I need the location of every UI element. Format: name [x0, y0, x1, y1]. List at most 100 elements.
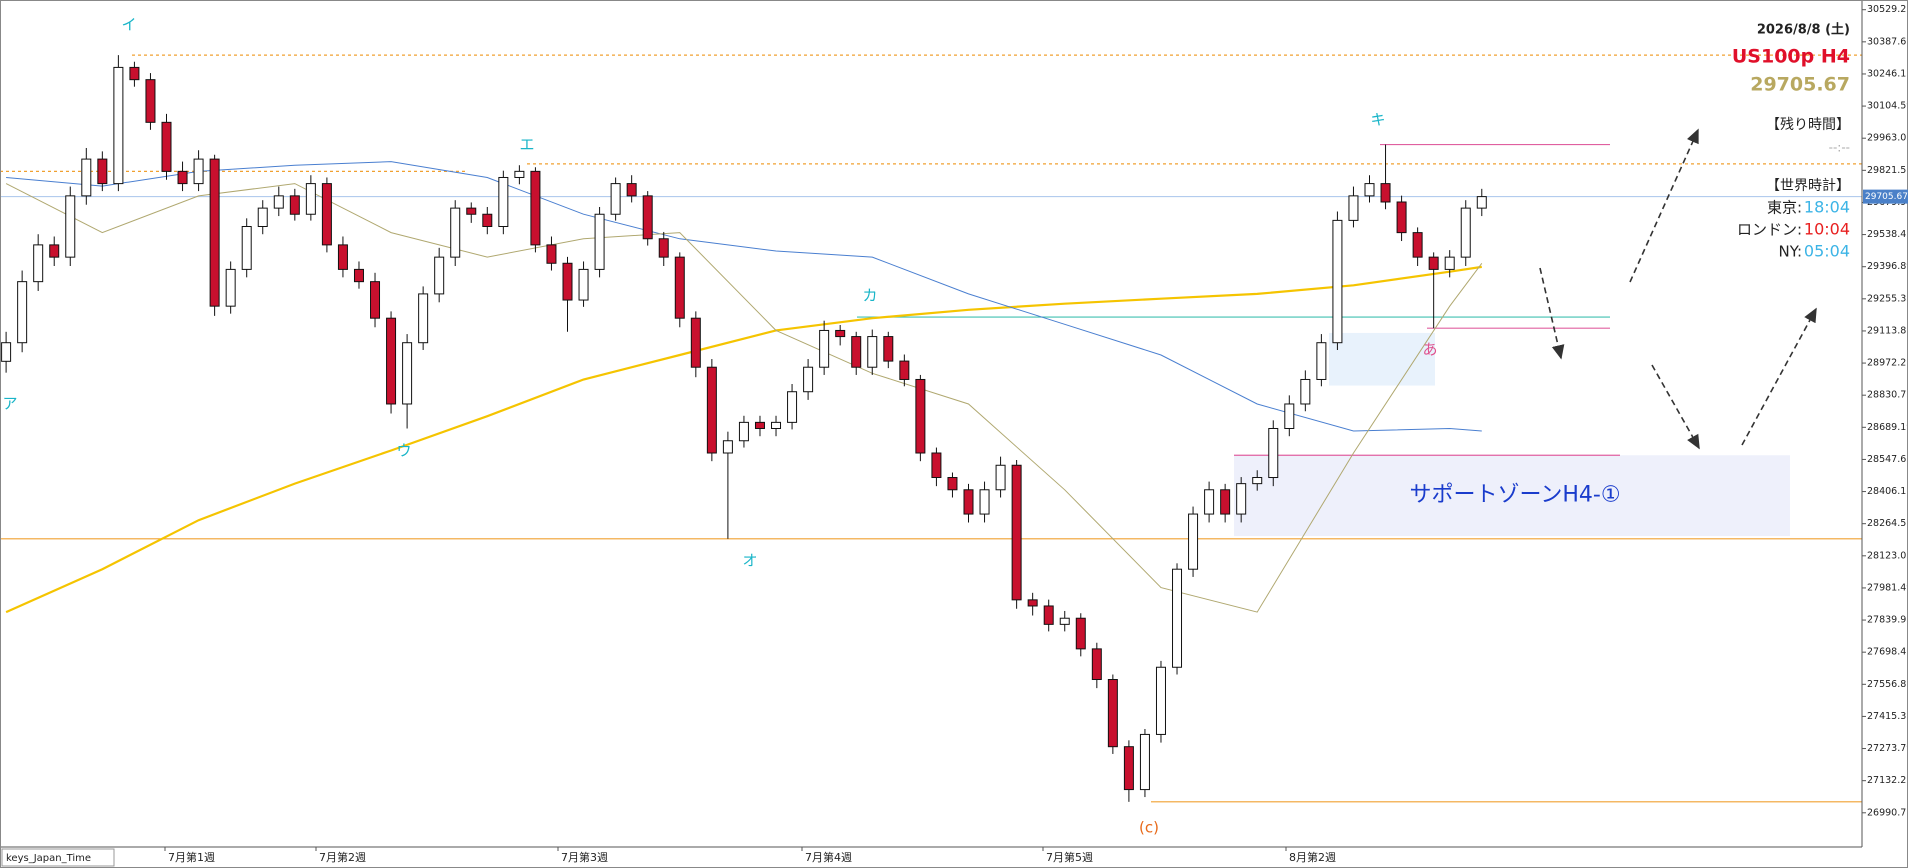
candle-body — [883, 336, 894, 362]
x-tick-label: 7月第5週 — [1046, 850, 1093, 864]
candle-body — [1043, 605, 1054, 625]
candle-body — [851, 336, 862, 368]
candle-body — [963, 489, 974, 515]
arrow — [1741, 307, 1817, 446]
candle-body — [1188, 513, 1199, 570]
annotation: ア — [2, 395, 17, 413]
candle-body — [1396, 201, 1407, 234]
candle-body — [97, 158, 108, 185]
candle-body — [1476, 196, 1487, 209]
candle-body — [209, 158, 220, 307]
x-tick-label: 8月第2週 — [1289, 850, 1336, 864]
candle-body — [1316, 342, 1327, 380]
candle-body — [225, 268, 236, 307]
candle-body — [931, 452, 942, 479]
candle-body — [257, 207, 268, 228]
candle-body — [177, 170, 188, 185]
clock-time: 05:04 — [1804, 242, 1850, 261]
y-tick-label: 29538.43 — [1867, 229, 1908, 240]
clock-city: ロンドン: — [1737, 221, 1802, 239]
annotation: (c) — [1139, 819, 1159, 837]
y-tick-label: 28123.03 — [1867, 550, 1908, 561]
candle-body — [289, 195, 300, 215]
zone — [1234, 455, 1790, 537]
candle-body — [690, 317, 701, 368]
candle-body — [466, 207, 477, 215]
candle-body — [1059, 617, 1070, 625]
candle-body — [370, 281, 381, 319]
arrow — [1629, 128, 1699, 283]
candle-body — [129, 66, 140, 81]
zone-label: サポートゾーンH4-① — [1409, 483, 1620, 508]
candle-body — [530, 170, 541, 246]
symbol: US100p H4 — [1732, 46, 1850, 68]
candle-body — [754, 421, 765, 429]
date: 2026/8/8 (土) — [1757, 22, 1850, 38]
candle-body — [450, 207, 461, 258]
candle-body — [899, 360, 910, 380]
candle-body — [193, 158, 204, 185]
y-tick-label: 29821.51 — [1867, 165, 1908, 176]
candle-body — [273, 195, 284, 209]
candle-body — [867, 336, 878, 368]
candle-body — [1444, 256, 1455, 270]
candle-body — [1380, 183, 1391, 203]
annotation: あ — [1422, 341, 1437, 359]
candle-body — [658, 238, 669, 258]
y-tick-label: 29396.89 — [1867, 261, 1908, 272]
annotation: イ — [121, 16, 136, 34]
candle-body — [771, 421, 782, 429]
candle-body — [642, 195, 653, 240]
candle-body — [1268, 427, 1279, 479]
y-tick-label: 29113.81 — [1867, 325, 1908, 336]
candle-body — [674, 256, 685, 319]
clock-time: 18:04 — [1804, 198, 1850, 217]
candle-body — [1348, 195, 1359, 221]
arrow — [1539, 267, 1565, 360]
y-tick-label: 29963.05 — [1867, 133, 1908, 144]
y-tick-label: 27839.95 — [1867, 615, 1908, 626]
candle-body — [835, 329, 846, 338]
zone — [1329, 332, 1435, 386]
x-tick-label: 7月第2週 — [319, 850, 366, 864]
candle-body — [610, 183, 621, 215]
candle-body — [65, 195, 76, 258]
candle-body — [819, 329, 830, 368]
arrow — [1651, 364, 1700, 450]
candle-body — [995, 464, 1006, 491]
candle-body — [1220, 489, 1231, 515]
candle-body — [145, 79, 156, 123]
price-tag-label: 29705.67 — [1865, 192, 1908, 202]
y-tick-label: 30104.59 — [1867, 101, 1908, 112]
candle-body — [434, 256, 445, 295]
candle-body — [979, 489, 990, 515]
annotation: ウ — [396, 442, 411, 460]
annotation: カ — [862, 287, 877, 305]
annotation: エ — [519, 136, 534, 154]
candle-body — [1075, 617, 1086, 650]
candle-body — [562, 262, 573, 301]
candle-body — [386, 317, 397, 405]
candle-body — [1300, 378, 1311, 405]
y-tick-label: 28547.65 — [1867, 454, 1908, 465]
candle-body — [1091, 648, 1102, 681]
y-tick-label: 28972.27 — [1867, 358, 1908, 369]
candle-body — [1155, 666, 1166, 735]
remaining-value: --:-- — [1829, 141, 1850, 155]
candle-body — [546, 244, 557, 264]
y-tick-label: 28689.19 — [1867, 422, 1908, 433]
candle-body — [1107, 679, 1118, 748]
candle-body — [1412, 232, 1423, 258]
candle-body — [626, 183, 637, 197]
candle-body — [1011, 464, 1022, 601]
candle-body — [578, 268, 589, 301]
candle-body — [915, 378, 926, 454]
candle-body — [1252, 477, 1263, 485]
y-tick-label: 30387.67 — [1867, 36, 1908, 47]
x-tick-label: 7月第4週 — [805, 850, 852, 864]
y-tick-label: 28264.57 — [1867, 518, 1908, 529]
candle-body — [1428, 256, 1439, 270]
y-tick-label: 27981.49 — [1867, 582, 1908, 593]
y-tick-label: 29255.35 — [1867, 293, 1908, 304]
